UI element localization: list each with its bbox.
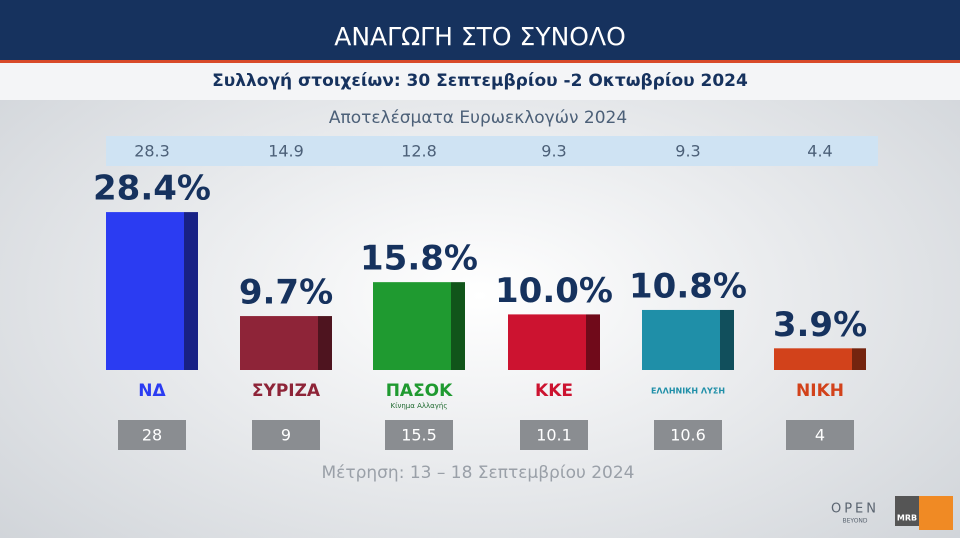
previous-value: 10.1 bbox=[536, 426, 572, 445]
bar-side bbox=[852, 348, 866, 370]
subtitle: Συλλογή στοιχείων: 30 Σεπτεμβρίου -2 Οκτ… bbox=[212, 71, 748, 91]
party-logo: ΝΔ bbox=[138, 381, 166, 401]
subtitle-band bbox=[0, 63, 960, 100]
channel-bug bbox=[919, 496, 953, 530]
euro-value: 9.3 bbox=[675, 142, 700, 161]
party-logo-sub: Κίνημα Αλλαγής bbox=[391, 402, 448, 410]
euro-value: 12.8 bbox=[401, 142, 437, 161]
previous-label: Μέτρηση: 13 – 18 Σεπτεμβρίου 2024 bbox=[321, 463, 634, 483]
previous-value: 4 bbox=[815, 426, 825, 445]
pollster: MRB bbox=[897, 514, 917, 523]
bar-side bbox=[451, 282, 465, 370]
value-label: 28.4% bbox=[93, 169, 211, 209]
bar bbox=[373, 282, 451, 370]
value-label: 3.9% bbox=[773, 305, 867, 345]
previous-value: 15.5 bbox=[401, 426, 437, 445]
bar bbox=[106, 212, 184, 370]
chart-title: ΑΝΑΓΩΓΗ ΣΤΟ ΣΥΝΟΛΟ bbox=[334, 22, 626, 51]
bar-side bbox=[586, 314, 600, 370]
header-rule bbox=[0, 60, 960, 63]
previous-box bbox=[385, 420, 453, 450]
bar bbox=[642, 309, 720, 370]
bar bbox=[240, 316, 318, 370]
value-label: 10.0% bbox=[495, 271, 613, 311]
euro-label: Αποτελέσματα Ευρωεκλογών 2024 bbox=[329, 108, 627, 128]
bar-side bbox=[318, 316, 332, 370]
value-label: 9.7% bbox=[239, 273, 333, 313]
euro-band bbox=[106, 136, 878, 166]
pollster-box bbox=[895, 496, 919, 526]
header bbox=[0, 0, 960, 60]
party-logo: ΚΚΕ bbox=[535, 381, 573, 401]
previous-box bbox=[654, 420, 722, 450]
euro-value: 9.3 bbox=[541, 142, 566, 161]
previous-box bbox=[520, 420, 588, 450]
bar bbox=[774, 348, 852, 370]
euro-value: 4.4 bbox=[807, 142, 832, 161]
brand-channel: OPEN bbox=[831, 502, 879, 517]
value-label: 15.8% bbox=[360, 239, 478, 279]
party-logo: ΣΥΡΙΖΑ bbox=[252, 381, 321, 401]
brand-tagline: BEYOND bbox=[842, 518, 867, 525]
previous-value: 28 bbox=[142, 426, 162, 445]
euro-value: 14.9 bbox=[268, 142, 304, 161]
party-logo: ΠΑΣΟΚ bbox=[386, 381, 453, 401]
bar-side bbox=[720, 309, 734, 370]
euro-value: 28.3 bbox=[134, 142, 170, 161]
previous-box bbox=[786, 420, 854, 450]
previous-value: 9 bbox=[281, 426, 291, 445]
bar-side bbox=[184, 212, 198, 370]
party-logo: ΝΙΚΗ bbox=[796, 381, 844, 401]
previous-value: 10.6 bbox=[670, 426, 706, 445]
previous-box bbox=[252, 420, 320, 450]
value-label: 10.8% bbox=[629, 266, 747, 306]
previous-box bbox=[118, 420, 186, 450]
party-logo: ΕΛΛΗΝΙΚΗ ΛΥΣΗ bbox=[651, 387, 725, 396]
bar bbox=[508, 314, 586, 370]
